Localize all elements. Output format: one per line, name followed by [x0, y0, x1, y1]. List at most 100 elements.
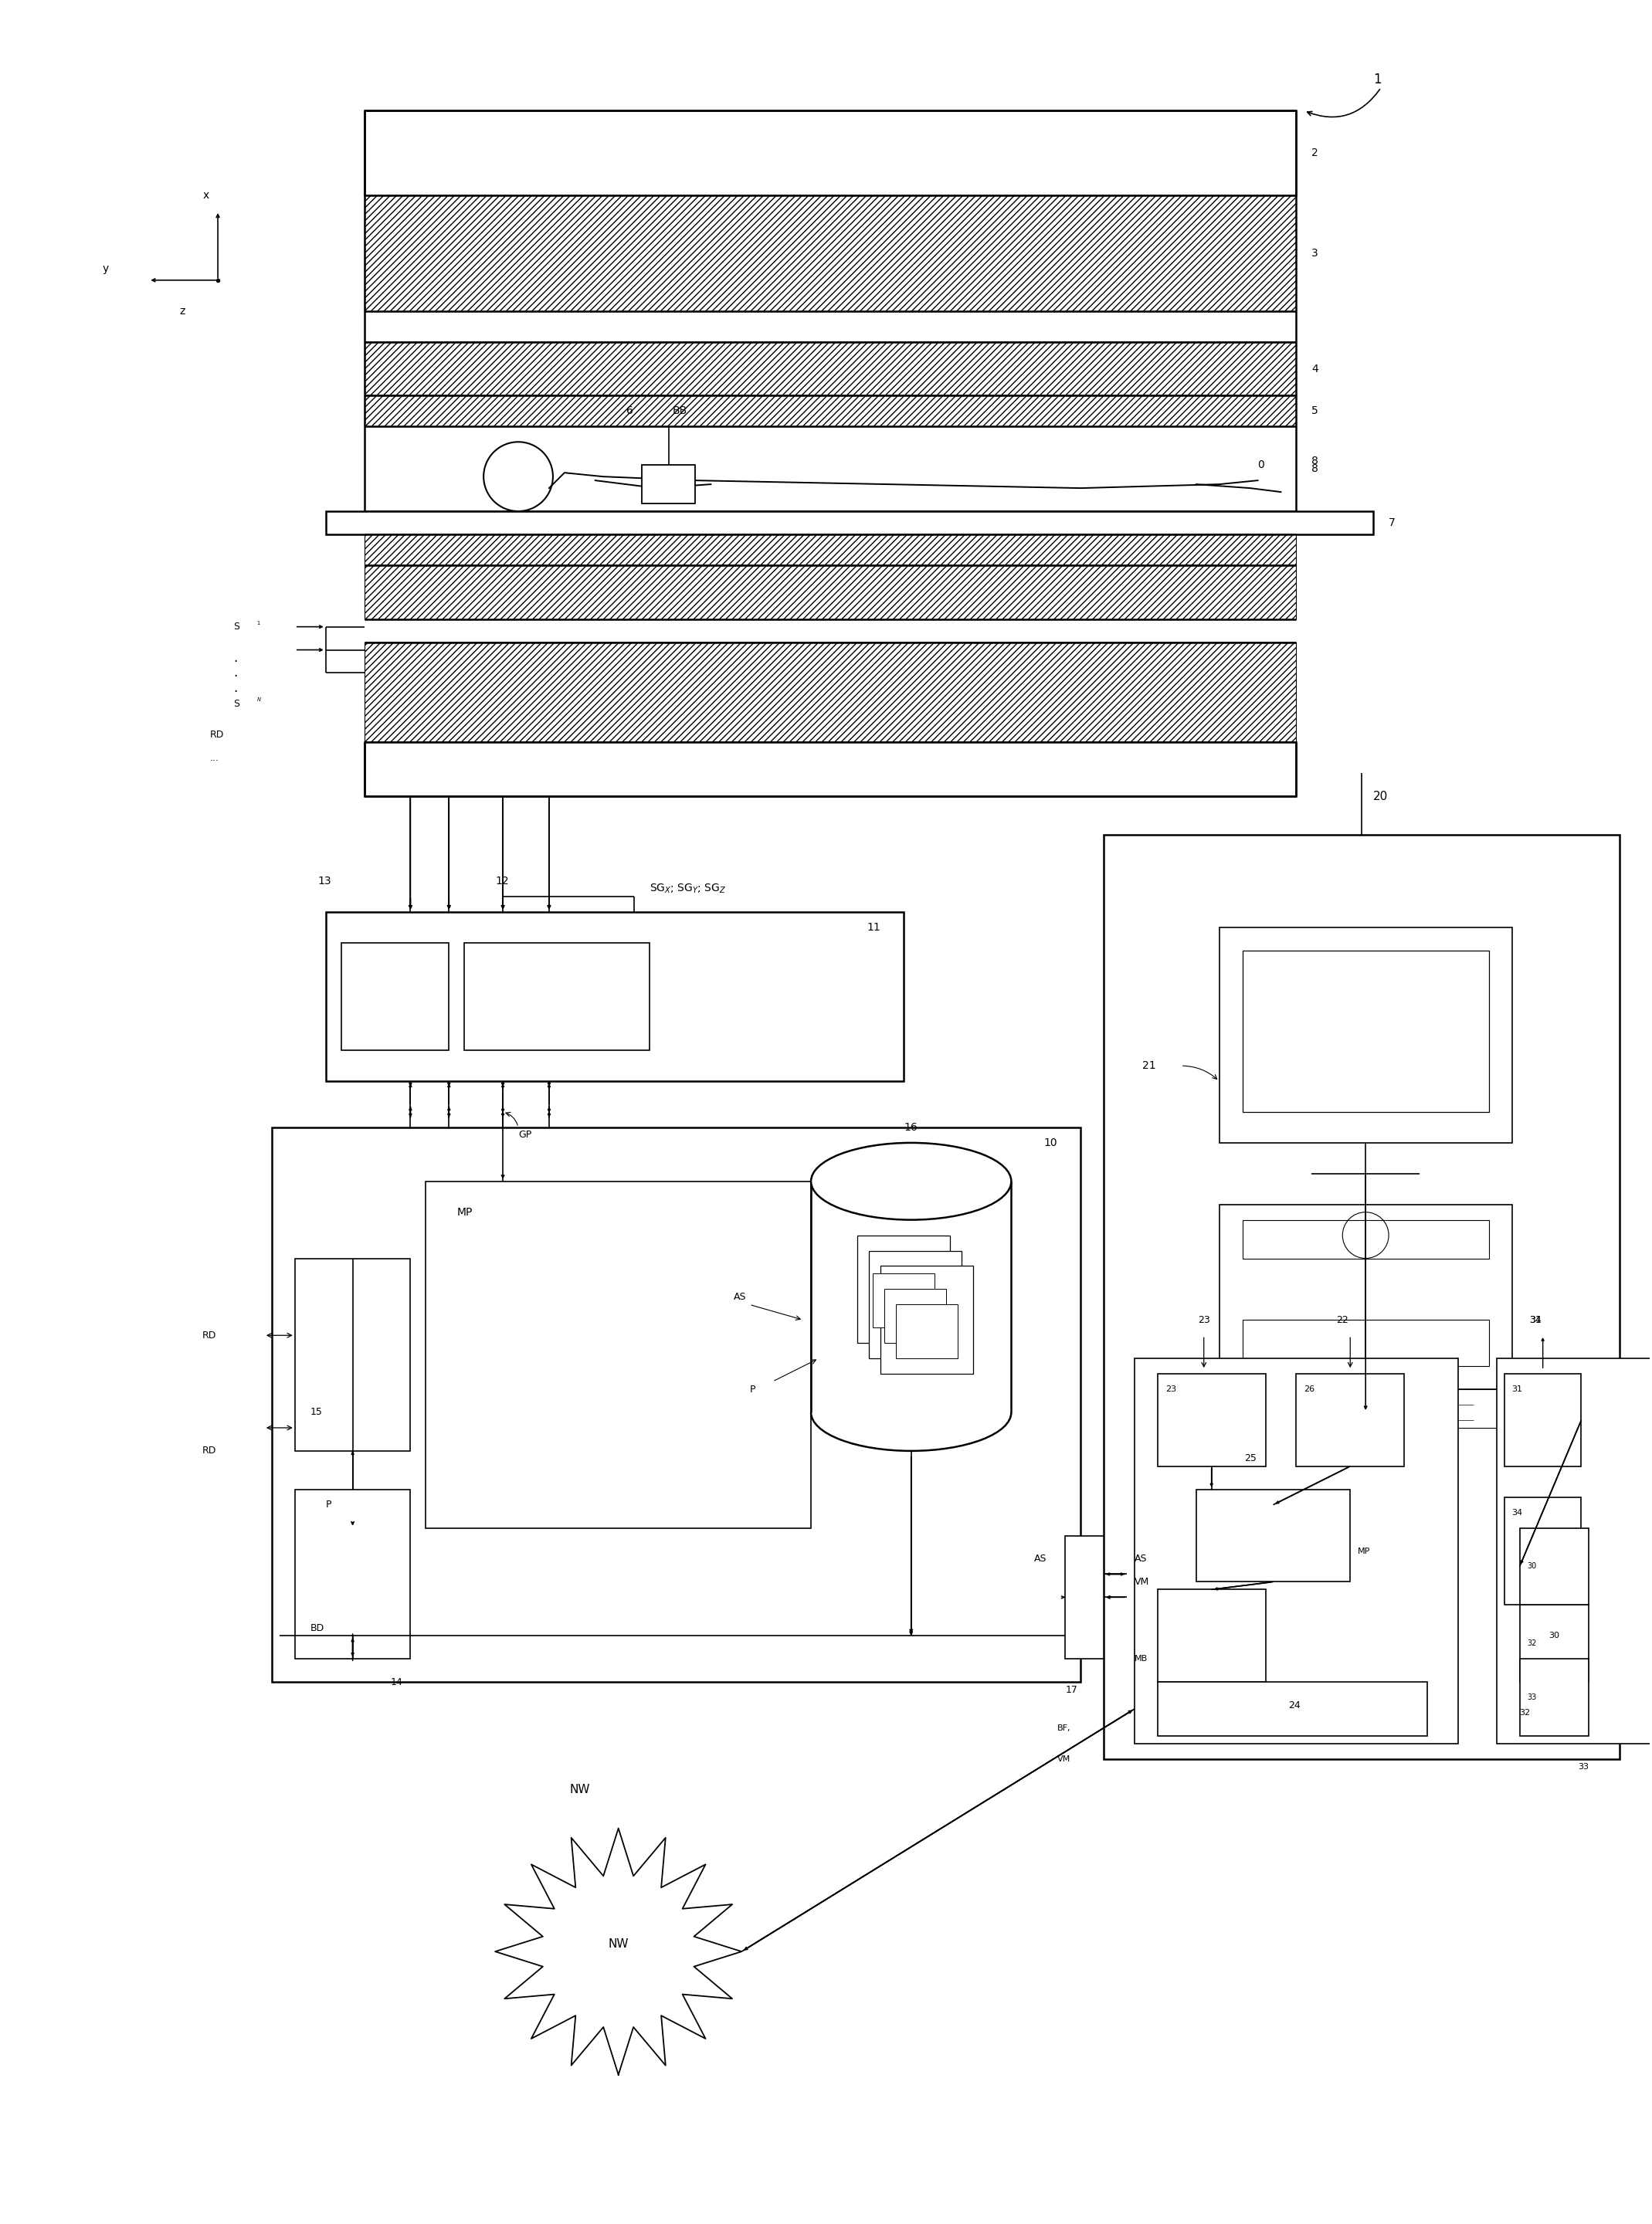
Text: AS: AS	[733, 1292, 747, 1301]
Text: x: x	[203, 189, 208, 200]
Text: 26: 26	[1303, 1386, 1315, 1392]
Text: z: z	[180, 305, 185, 316]
Text: 3: 3	[1312, 247, 1318, 258]
Bar	[1242, 1219, 1488, 1259]
Bar	[363, 565, 1297, 618]
Bar	[363, 196, 1297, 311]
Text: BB: BB	[672, 405, 687, 416]
Text: 23: 23	[1198, 1314, 1209, 1326]
Bar	[340, 943, 449, 1050]
Bar	[1242, 950, 1488, 1112]
Text: 8: 8	[1312, 463, 1318, 474]
Text: BF,: BF,	[1057, 1724, 1070, 1732]
Text: 6: 6	[626, 405, 633, 416]
Bar	[1297, 1374, 1404, 1466]
Text: 0: 0	[1257, 460, 1264, 471]
Text: 25: 25	[1244, 1454, 1256, 1463]
Text: .: .	[233, 681, 238, 696]
Bar	[363, 743, 1297, 796]
Bar	[1505, 1374, 1581, 1466]
Text: 7: 7	[1389, 518, 1396, 527]
Text: RD: RD	[210, 729, 225, 741]
Text: 11: 11	[867, 921, 881, 932]
Text: y: y	[102, 262, 109, 274]
Bar	[363, 396, 1297, 427]
Bar	[1196, 1390, 1528, 1428]
Text: .: .	[233, 652, 238, 665]
Bar	[363, 643, 1297, 743]
Text: 24: 24	[1289, 1699, 1300, 1710]
Bar	[1497, 1359, 1652, 1744]
Text: SG$_X$; SG$_Y$; SG$_Z$: SG$_X$; SG$_Y$; SG$_Z$	[649, 883, 727, 894]
Bar	[1104, 834, 1621, 1759]
Text: RD: RD	[203, 1446, 216, 1457]
Text: 21: 21	[1142, 1061, 1156, 1072]
Bar	[294, 1490, 410, 1659]
Bar	[363, 111, 1297, 196]
Bar	[1158, 1590, 1265, 1681]
Bar	[1135, 1359, 1459, 1744]
Text: $_1$: $_1$	[256, 618, 261, 627]
Text: VM: VM	[1135, 1577, 1150, 1588]
Text: 5: 5	[1312, 405, 1318, 416]
Bar	[1219, 1205, 1512, 1390]
Text: 32: 32	[1528, 1639, 1536, 1648]
Text: 23: 23	[1165, 1386, 1176, 1392]
Bar	[325, 912, 904, 1081]
Bar	[273, 1128, 1080, 1681]
Bar	[426, 1181, 811, 1528]
Text: VM: VM	[1057, 1755, 1070, 1764]
Text: AS: AS	[1135, 1555, 1146, 1563]
Bar	[1505, 1497, 1581, 1606]
Text: 17: 17	[1066, 1684, 1077, 1695]
Text: GP: GP	[519, 1130, 532, 1141]
Bar	[464, 943, 649, 1050]
Ellipse shape	[811, 1143, 1011, 1219]
Text: 30: 30	[1528, 1563, 1536, 1570]
Text: 2: 2	[1312, 147, 1318, 158]
Bar	[1196, 1490, 1350, 1581]
Bar	[363, 342, 1297, 396]
Bar	[1158, 1374, 1265, 1466]
Text: 10: 10	[1044, 1136, 1057, 1148]
Bar	[363, 534, 1297, 565]
Text: 22: 22	[1336, 1314, 1348, 1326]
Text: 8: 8	[1312, 456, 1318, 467]
Text: 4: 4	[1312, 363, 1318, 374]
Text: $_N$: $_N$	[256, 696, 261, 703]
Bar	[1066, 1535, 1127, 1659]
Bar	[1219, 927, 1512, 1143]
Bar	[1242, 1321, 1488, 1366]
Text: 16: 16	[904, 1121, 919, 1132]
Bar	[857, 1234, 950, 1343]
Text: 14: 14	[390, 1677, 403, 1688]
Text: 30: 30	[1550, 1632, 1559, 1639]
Bar	[1520, 1606, 1589, 1681]
Text: 31: 31	[1530, 1314, 1541, 1326]
Bar	[1158, 1681, 1427, 1737]
Bar	[881, 1265, 973, 1374]
Text: 34: 34	[1530, 1314, 1541, 1326]
Text: NW: NW	[608, 1937, 629, 1950]
Text: MP: MP	[456, 1208, 472, 1217]
Bar	[872, 1274, 935, 1328]
Text: .: .	[233, 665, 238, 681]
Text: ...: ...	[210, 752, 220, 763]
Bar	[884, 1290, 947, 1343]
Text: MP: MP	[1358, 1548, 1371, 1555]
Text: 12: 12	[496, 876, 509, 887]
Text: 13: 13	[317, 876, 332, 887]
Text: P: P	[750, 1383, 755, 1394]
Text: 1: 1	[1373, 73, 1381, 87]
Text: S: S	[233, 698, 240, 709]
Text: P: P	[325, 1499, 332, 1510]
Polygon shape	[496, 1828, 742, 2075]
Bar	[294, 1259, 410, 1450]
Text: 32: 32	[1520, 1708, 1531, 1717]
Bar	[325, 512, 1373, 534]
Bar	[895, 1305, 958, 1359]
Text: 15: 15	[311, 1408, 322, 1417]
Bar	[641, 465, 695, 503]
Text: MB: MB	[1135, 1655, 1148, 1664]
Text: 34: 34	[1512, 1508, 1523, 1517]
